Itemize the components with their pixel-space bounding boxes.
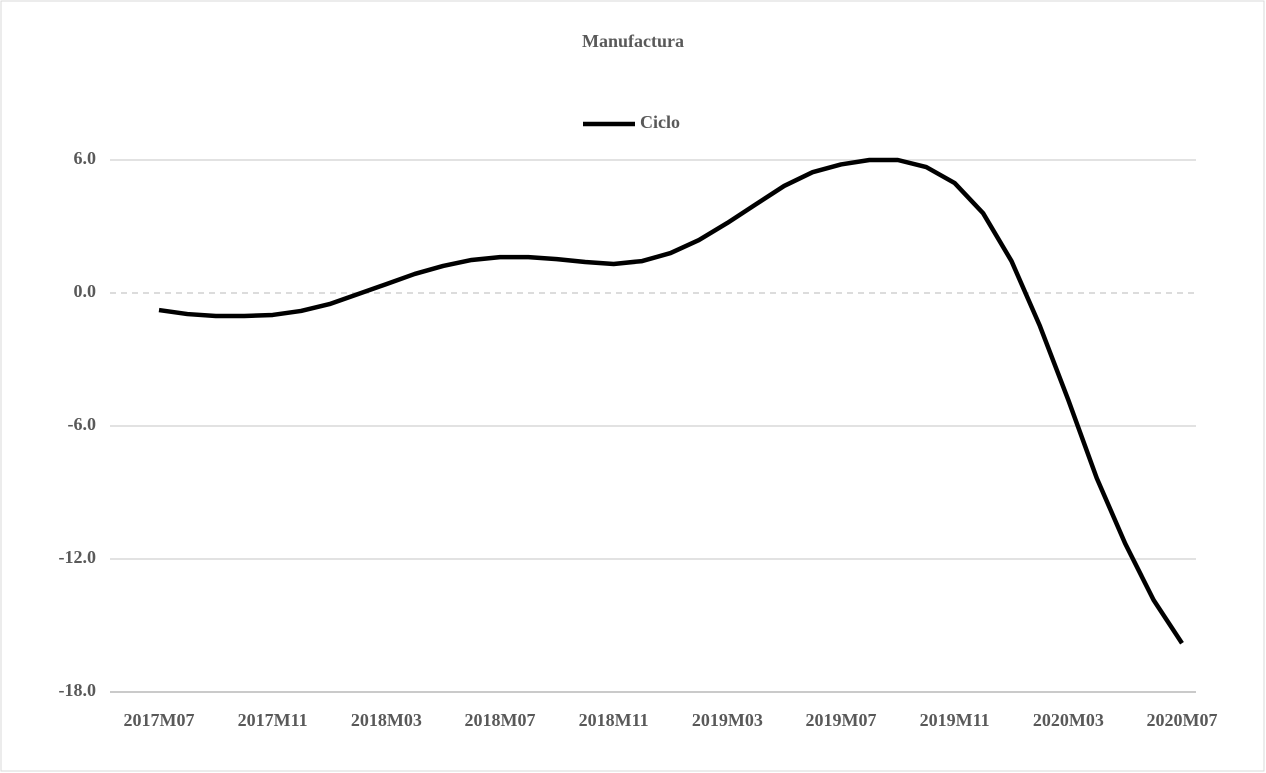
x-tick-label: 2020M07	[1147, 710, 1218, 730]
x-tick-label: 2018M07	[465, 710, 536, 730]
x-tick-label: 2017M07	[124, 710, 195, 730]
y-tick-label: 6.0	[74, 148, 97, 168]
y-tick-label: 0.0	[74, 281, 97, 301]
y-tick-label: -18.0	[59, 680, 97, 700]
chart-title: Manufactura	[582, 31, 684, 51]
y-tick-label: -12.0	[59, 547, 97, 567]
x-tick-label: 2019M11	[920, 710, 990, 730]
x-tick-label: 2018M11	[579, 710, 649, 730]
x-tick-label: 2019M03	[692, 710, 763, 730]
x-tick-label: 2019M07	[806, 710, 877, 730]
x-tick-label: 2017M11	[238, 710, 308, 730]
line-series	[158, 157, 1184, 645]
y-tick-label: -6.0	[68, 414, 97, 434]
x-tick-label: 2018M03	[351, 710, 422, 730]
x-tick-label: 2020M03	[1033, 710, 1104, 730]
legend-label: Ciclo	[640, 112, 680, 132]
